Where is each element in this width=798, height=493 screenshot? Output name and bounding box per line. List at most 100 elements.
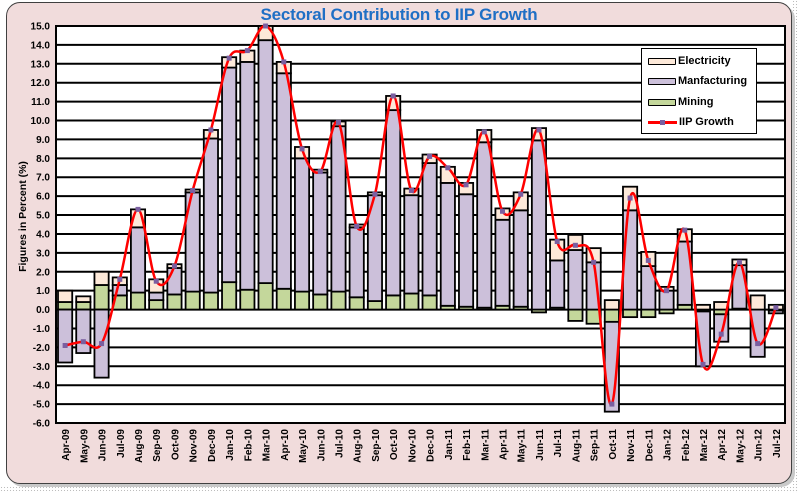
bar-mining-may-09 — [75, 301, 92, 311]
x-tick-label: Nov-10 — [407, 429, 418, 463]
bar-manfacturing-may-10 — [294, 157, 311, 293]
x-tick-label: Feb-10 — [243, 429, 254, 462]
iip-marker-oct-10 — [390, 93, 396, 99]
iip-marker-sep-09 — [153, 278, 159, 284]
x-tick-label: Sep-11 — [590, 429, 601, 462]
iip-marker-aug-10 — [354, 223, 360, 229]
legend-item-iip-growth: IIP Growth — [648, 115, 734, 129]
iip-marker-jul-10 — [335, 119, 341, 125]
bar-manfacturing-may-11 — [512, 209, 529, 308]
y-tick-label: -2.0 — [33, 343, 51, 354]
x-tick-label: Sep-10 — [371, 429, 382, 462]
shadow-pattern-right — [792, 0, 798, 493]
x-tick-label: Nov-09 — [189, 429, 200, 463]
iip-marker-sep-11 — [591, 259, 597, 265]
y-tick-label: 11.0 — [31, 97, 50, 108]
iip-marker-apr-12 — [718, 331, 724, 337]
x-tick-label: Jul-12 — [772, 429, 783, 458]
iip-marker-feb-12 — [682, 227, 688, 233]
bar-mining-sep-10 — [366, 300, 383, 311]
iip-marker-feb-11 — [463, 182, 469, 188]
iip-marker-dec-09 — [208, 127, 214, 133]
iip-marker-jan-12 — [664, 288, 670, 294]
x-tick-label: Jun-09 — [98, 429, 109, 462]
bar-manfacturing-jun-12 — [749, 308, 766, 358]
iip-marker-dec-10 — [427, 153, 433, 159]
bar-electricity-apr-09 — [57, 289, 74, 303]
bar-mining-nov-09 — [184, 290, 201, 311]
bar-mining-aug-11 — [567, 308, 584, 322]
bar-manfacturing-jun-10 — [312, 171, 329, 296]
iip-marker-jun-09 — [99, 341, 105, 347]
y-axis-ticks: 15.0 14.0 13.0 12.0 11.0 10.0 9.0 8.0 7.0 6.0 5.0 4… — [31, 22, 51, 430]
x-tick-label: Aug-11 — [571, 429, 582, 463]
bar-manfacturing-jun-11 — [530, 139, 547, 311]
bar-manfacturing-feb-11 — [458, 193, 475, 308]
bar-manfacturing-jan-10 — [221, 66, 238, 284]
x-tick-label: May-11 — [517, 429, 528, 463]
bar-electricity-oct-11 — [603, 299, 620, 311]
bar-electricity-jun-09 — [93, 270, 110, 286]
x-tick-label: Jun-11 — [535, 429, 546, 461]
bar-mining-dec-09 — [202, 291, 219, 311]
x-tick-label: May-10 — [298, 429, 309, 463]
x-tick-label: Feb-12 — [681, 429, 692, 462]
x-axis-ticks: Apr-09 May-09 Jun-09 Jul-09 Aug-09 Sep-09 Oct-… — [61, 429, 783, 463]
electricity-swatch — [648, 57, 676, 65]
shadow-pattern — [0, 486, 798, 493]
iip-marker-nov-10 — [408, 187, 414, 193]
iip-marker-jan-10 — [226, 55, 232, 61]
bar-mining-jun-09 — [93, 284, 110, 311]
bars — [57, 25, 784, 413]
bar-mining-nov-10 — [403, 292, 420, 311]
x-tick-label: Aug-09 — [134, 429, 145, 463]
x-tick-label: Apr-12 — [717, 429, 728, 461]
iip-marker-apr-11 — [500, 208, 506, 214]
x-tick-label: Oct-11 — [608, 429, 619, 460]
bar-manfacturing-oct-10 — [385, 109, 402, 297]
iip-marker-may-12 — [736, 259, 742, 265]
iip-marker-jul-12 — [773, 305, 779, 311]
x-tick-label: Apr-10 — [280, 429, 291, 461]
bar-manfacturing-mar-10 — [257, 39, 274, 285]
manufacturing-swatch — [648, 77, 676, 85]
y-tick-label: 2.0 — [36, 267, 50, 278]
x-tick-label: Aug-10 — [353, 429, 364, 463]
y-tick-label: -4.0 — [33, 381, 51, 392]
x-tick-label: Jul-09 — [116, 429, 127, 458]
mining-swatch — [648, 98, 676, 106]
x-tick-label: Oct-10 — [389, 429, 400, 461]
y-axis-label: Figures in Percent (%) — [17, 161, 29, 272]
iip-marker-aug-09 — [135, 206, 141, 212]
iip-marker-oct-11 — [609, 401, 615, 407]
bar-electricity-mar-12 — [694, 303, 711, 311]
iip-marker-feb-10 — [244, 48, 250, 54]
bar-manfacturing-oct-09 — [166, 267, 183, 296]
iip-marker-jun-12 — [755, 341, 761, 347]
bar-manfacturing-apr-11 — [494, 218, 511, 307]
bar-manfacturing-apr-10 — [275, 72, 292, 290]
iip-marker-may-11 — [518, 191, 524, 197]
y-tick-label: 9.0 — [36, 135, 50, 146]
y-tick-label: 13.0 — [31, 59, 51, 70]
bar-mining-jan-10 — [221, 281, 238, 311]
legend-label: IIP Growth — [679, 116, 734, 128]
y-tick-label: 3.0 — [36, 248, 50, 259]
bar-mining-apr-09 — [57, 301, 74, 311]
iip-marker-jun-11 — [536, 127, 542, 133]
bar-mining-nov-11 — [622, 308, 639, 319]
iip-marker-jul-09 — [117, 276, 123, 282]
iip-marker-jul-11 — [554, 239, 560, 245]
x-tick-label: Mar-11 — [480, 429, 491, 461]
legend-item-manufacturing: Manfacturing — [648, 74, 747, 88]
y-tick-label: -6.0 — [33, 419, 51, 430]
bar-mining-oct-10 — [385, 294, 402, 311]
bar-manfacturing-jan-11 — [439, 182, 456, 307]
y-tick-label: 7.0 — [36, 173, 50, 184]
bar-manfacturing-apr-09 — [57, 308, 74, 364]
bar-mining-jun-10 — [312, 293, 329, 311]
bar-manfacturing-sep-09 — [148, 291, 165, 302]
legend-item-electricity: Electricity — [648, 54, 731, 68]
bar-mining-oct-09 — [166, 293, 183, 311]
iip-marker-jun-10 — [317, 169, 323, 175]
